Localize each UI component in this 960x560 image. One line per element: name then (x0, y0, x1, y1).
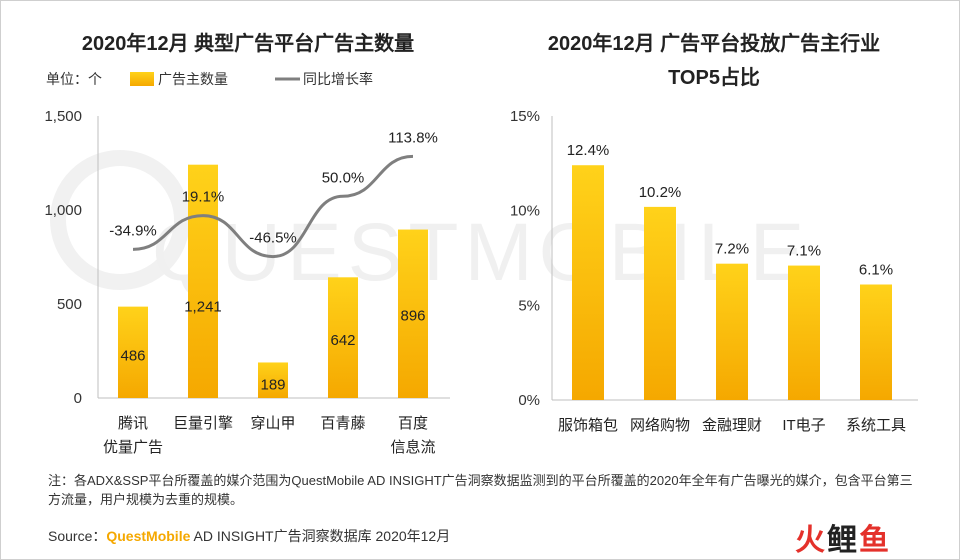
logo-char-3: 鱼 (859, 524, 891, 557)
right-category-label: 服饰箱包 (558, 417, 618, 434)
growth-rate-label: 113.8% (388, 129, 438, 146)
logo-char-1: 火 (795, 524, 827, 557)
source-prefix: Source： (48, 528, 107, 544)
left-bar-value-label: 189 (260, 377, 285, 394)
footnote: 注：各ADX&SSP平台所覆盖的媒介范围为QuestMobile AD INSI… (48, 473, 913, 507)
watermark: QUESTMOBILE (50, 150, 810, 298)
left-category-label: 信息流 (390, 439, 435, 456)
left-bar (118, 306, 148, 398)
left-bar (188, 164, 218, 398)
growth-rate-label: -46.5% (249, 230, 297, 247)
watermark-text: QUESTMOBILE (152, 207, 810, 298)
left-y-tick: 0 (74, 390, 82, 407)
right-bar (644, 206, 676, 400)
logo-char-2: 鲤 (827, 524, 859, 557)
right-bar (716, 263, 748, 400)
right-y-tick: 0% (518, 392, 540, 409)
right-bar-value-label: 7.2% (715, 241, 749, 258)
left-bar (398, 229, 428, 398)
left-y-tick: 1,000 (44, 202, 82, 219)
left-bar-value-label: 1,241 (184, 299, 222, 316)
left-category-label: 优量广告 (103, 439, 163, 456)
growth-rate-label: -34.9% (109, 222, 157, 239)
left-bar (258, 362, 288, 398)
growth-rate-label: 19.1% (182, 189, 225, 206)
left-y-tick: 500 (57, 296, 82, 313)
right-bar-value-label: 10.2% (639, 184, 682, 201)
right-bar-value-label: 12.4% (567, 142, 610, 159)
right-category-label: 系统工具 (846, 417, 906, 434)
left-bar (328, 277, 358, 398)
right-category-label: 网络购物 (630, 417, 690, 434)
left-category-label: 百度 (398, 415, 428, 432)
growth-rate-line (132, 154, 414, 259)
legend-bar-swatch (130, 72, 154, 86)
left-category-label: 穿山甲 (250, 415, 295, 432)
right-y-tick: 10% (510, 203, 540, 220)
right-bar (860, 284, 892, 400)
right-y-tick: 15% (510, 108, 540, 125)
unit-label: 单位：个 (46, 71, 102, 87)
left-chart-title: 2020年12月 典型广告平台广告主数量 (82, 31, 414, 55)
source-line: Source：QuestMobile AD INSIGHT广告洞察数据库 202… (48, 526, 450, 546)
left-category-label: 巨量引擎 (173, 415, 233, 432)
right-chart-title-line-2: TOP5占比 (668, 66, 760, 89)
left-bar-value-label: 642 (330, 332, 355, 349)
right-bar (572, 165, 604, 400)
left-category-label: 腾讯 (118, 415, 148, 432)
left-y-tick: 1,500 (44, 108, 82, 125)
left-bar-value-label: 486 (120, 347, 145, 364)
right-bar-value-label: 6.1% (859, 262, 893, 279)
growth-rate-label: 50.0% (322, 169, 365, 186)
right-bar (788, 265, 820, 400)
site-logo: 火鲤鱼 (795, 515, 891, 559)
right-y-tick: 5% (518, 297, 540, 314)
left-bar-value-label: 896 (400, 307, 425, 324)
right-chart-title-line-1: 2020年12月 广告平台投放广告主行业 (548, 31, 880, 55)
right-bar-value-label: 7.1% (787, 243, 821, 260)
legend-line-label: 同比增长率 (303, 71, 373, 87)
left-category-label: 百青藤 (320, 415, 365, 432)
right-category-label: IT电子 (782, 417, 825, 434)
source-rest: AD INSIGHT广告洞察数据库 2020年12月 (190, 528, 451, 544)
right-category-label: 金融理财 (702, 417, 762, 434)
source-brand: QuestMobile (106, 528, 191, 544)
chart-canvas: QUESTMOBILE 2020年12月 典型广告平台广告主数量 单位：个 广告… (44, 31, 918, 456)
legend-bar-label: 广告主数量 (158, 71, 228, 87)
